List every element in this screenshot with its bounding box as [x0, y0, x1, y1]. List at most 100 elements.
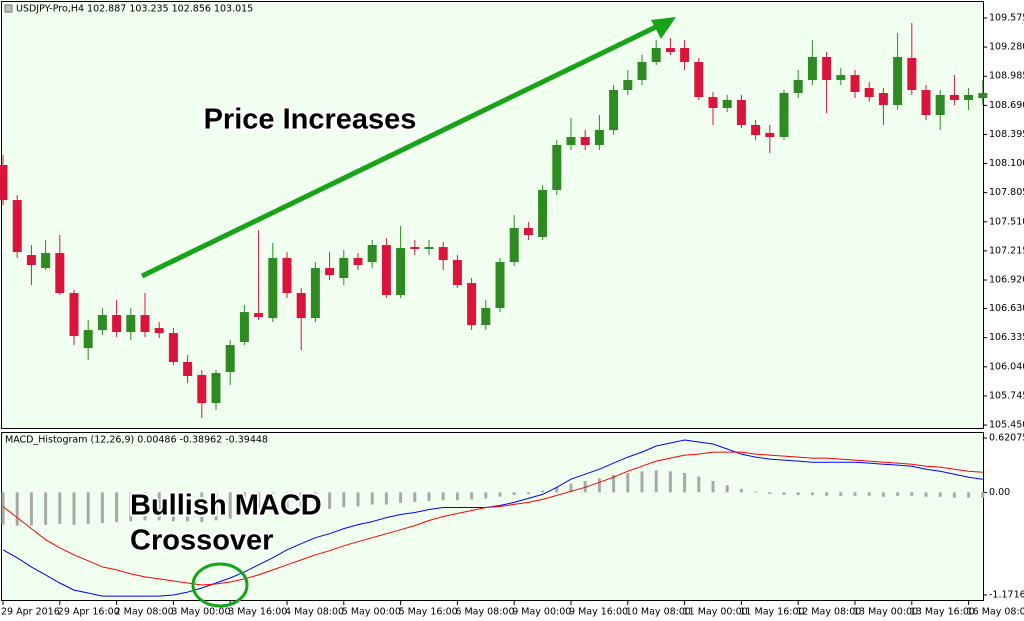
- histogram-bar: [782, 492, 786, 495]
- x-tick-label: 10 May 08:00: [626, 607, 691, 618]
- histogram-bar: [839, 492, 843, 496]
- y-tick-label: 107.510: [989, 216, 1024, 227]
- candle-body: [935, 94, 945, 115]
- candle-body: [112, 315, 122, 332]
- histogram-bar: [299, 492, 303, 512]
- candle-body: [239, 312, 249, 343]
- candle-body: [807, 56, 817, 80]
- y-tick-label: -1.17168: [989, 589, 1024, 600]
- histogram-bar: [626, 473, 630, 493]
- histogram-bar: [924, 492, 928, 497]
- x-tick-label: 2 May 08:00: [115, 607, 174, 618]
- candle-body: [779, 92, 789, 138]
- candle-body: [566, 137, 576, 145]
- histogram-bar: [981, 492, 985, 498]
- y-tick-label: 107.215: [989, 245, 1024, 256]
- annotation: Crossover: [130, 525, 273, 557]
- histogram-bar: [285, 492, 289, 512]
- candle-body: [949, 94, 959, 100]
- histogram-bar: [967, 492, 971, 498]
- candle-body: [921, 90, 931, 115]
- x-tick-label: 12 May 08:00: [796, 607, 861, 618]
- x-tick-label: 6 May 08:00: [455, 607, 514, 618]
- histogram-bar: [952, 492, 956, 498]
- candle-body: [467, 283, 477, 326]
- histogram-bar: [484, 492, 488, 499]
- histogram-bar: [257, 492, 261, 516]
- y-tick-label: 106.630: [989, 303, 1024, 314]
- candle-body: [850, 75, 860, 93]
- candle-body: [538, 189, 548, 237]
- x-tick-label: 11 May 16:00: [739, 607, 804, 618]
- histogram-bar: [938, 492, 942, 497]
- candle-body: [126, 315, 136, 332]
- x-tick-label: 13 May 16:00: [910, 607, 975, 618]
- crossover-circle: [191, 562, 249, 608]
- candle-body: [623, 79, 633, 91]
- candle-body: [665, 47, 675, 53]
- candle-body: [310, 268, 320, 319]
- histogram-bar: [668, 471, 672, 493]
- histogram-bar: [512, 492, 516, 495]
- candle-body: [367, 245, 377, 263]
- candle-body: [26, 255, 36, 265]
- candle-body: [878, 92, 888, 106]
- candle-body: [893, 56, 903, 106]
- candle-body: [637, 62, 647, 80]
- histogram-bar: [583, 480, 587, 493]
- y-tick-label: 105.450: [989, 420, 1024, 431]
- histogram-bar: [115, 492, 119, 523]
- y-tick-label: 106.040: [989, 361, 1024, 372]
- histogram-bar: [271, 492, 275, 513]
- candle-body: [410, 247, 420, 250]
- histogram-bar: [171, 492, 175, 522]
- arrow-head: [651, 17, 676, 39]
- histogram-bar: [640, 471, 644, 493]
- candle-body: [183, 361, 193, 376]
- candle-body: [225, 345, 235, 373]
- x-tick-label: 9 May 00:00: [512, 607, 571, 618]
- candle-body: [594, 129, 604, 145]
- candle-body: [580, 137, 590, 145]
- candle-body: [495, 262, 505, 309]
- candle-body: [609, 90, 619, 130]
- histogram-bar: [44, 492, 48, 525]
- candle-body: [523, 227, 533, 235]
- histogram-bar: [399, 492, 403, 503]
- y-tick-label: 109.575: [989, 12, 1024, 23]
- candle-body: [438, 247, 448, 261]
- candle-body: [736, 99, 746, 125]
- price-panel: [1, 1, 984, 429]
- histogram-bar: [72, 492, 76, 525]
- candle-body: [651, 47, 661, 63]
- x-tick-label: 4 May 08:00: [285, 607, 344, 618]
- histogram-bar: [683, 473, 687, 493]
- annotation: Price Increases: [204, 104, 417, 136]
- histogram-bar: [370, 492, 374, 505]
- x-tick-label: 29 Apr 16:00: [58, 607, 120, 618]
- candle-body: [254, 313, 264, 317]
- macd-line: [2, 451, 983, 586]
- candle-body: [296, 293, 306, 319]
- histogram-bar: [186, 492, 190, 522]
- histogram-bar: [356, 492, 360, 507]
- y-tick-label: 0.62075: [989, 433, 1024, 444]
- candle-body: [751, 124, 761, 136]
- candle-body: [381, 245, 391, 295]
- candle-body: [978, 92, 988, 99]
- candle-body: [168, 333, 178, 362]
- candle-body: [0, 165, 8, 201]
- price-title: USDJPY-Pro,H4 102.887 103.235 102.856 10…: [16, 4, 253, 15]
- x-tick-label: 3 May 16:00: [228, 607, 287, 618]
- candle-body: [197, 375, 207, 404]
- y-tick-label: 107.805: [989, 187, 1024, 198]
- candle-body: [69, 293, 79, 337]
- y-tick-label: 0.00: [989, 487, 1010, 498]
- y-tick-label: 108.395: [989, 129, 1024, 140]
- histogram-bar: [825, 492, 829, 496]
- histogram-bar: [1, 492, 5, 525]
- histogram-bar: [725, 485, 729, 493]
- candle-body: [154, 328, 164, 334]
- histogram-bar: [597, 478, 601, 493]
- histogram-bar: [711, 480, 715, 493]
